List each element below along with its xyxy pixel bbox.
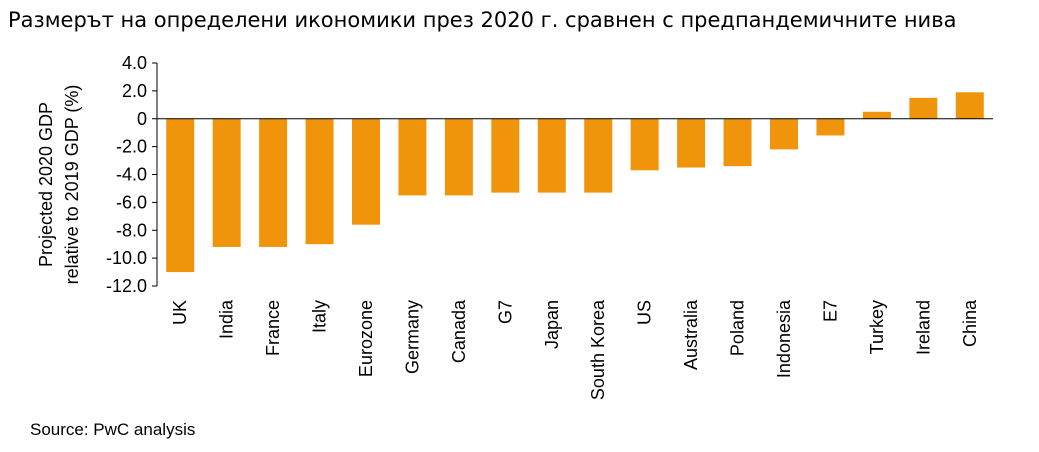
category-label: South Korea	[588, 299, 608, 400]
bar	[305, 118, 334, 245]
y-tick-label: -2.0	[116, 137, 147, 157]
source-note: Source: PwC analysis	[30, 420, 196, 439]
category-label: Canada	[449, 299, 469, 363]
chart-title: Размерът на определени икономики през 20…	[8, 8, 957, 32]
category-label: US	[635, 300, 655, 325]
bars	[166, 92, 984, 273]
bar	[212, 118, 241, 247]
category-label: China	[960, 299, 980, 347]
bar	[909, 97, 938, 119]
category-labels: UK India France Italy Eurozone Germany Canada G…	[170, 299, 980, 400]
y-tick-label: -12.0	[106, 276, 147, 296]
y-tick-label: -8.0	[116, 220, 147, 240]
bar	[398, 118, 427, 196]
bar	[352, 118, 380, 225]
bar	[862, 111, 891, 119]
y-tick-label: 2.0	[122, 81, 147, 101]
y-tick-label: 4.0	[122, 53, 147, 73]
bar	[955, 92, 984, 119]
category-label: Poland	[728, 300, 748, 356]
y-axis-title-line: relative to 2019 GDP (%)	[62, 85, 82, 285]
bar	[166, 118, 195, 273]
y-axis-title-line: Projected 2020 GDP	[36, 102, 56, 267]
bar	[630, 118, 659, 171]
y-tick-label: -10.0	[106, 248, 147, 268]
category-label: G7	[495, 300, 515, 324]
category-label: France	[263, 300, 283, 356]
y-tick-label: 0	[137, 109, 147, 129]
category-label: India	[217, 299, 237, 339]
bar	[723, 118, 752, 167]
bar	[491, 118, 520, 193]
y-axis-title: Projected 2020 GDP relative to 2019 GDP (…	[36, 85, 82, 285]
category-label: Ireland	[913, 300, 933, 355]
y-axis-ticks: 4.0 2.0 0 -2.0 -4.0 -6.0 -8.0 -10.0 -12.0	[106, 53, 157, 296]
category-label: Australia	[681, 299, 701, 370]
category-label: Germany	[402, 300, 422, 374]
category-label: UK	[170, 300, 190, 325]
category-label: Eurozone	[356, 300, 376, 377]
bar	[537, 118, 566, 193]
bar	[444, 118, 473, 196]
bar	[584, 118, 613, 193]
y-tick-label: -4.0	[116, 165, 147, 185]
bar	[677, 118, 706, 168]
category-label: Italy	[310, 300, 330, 333]
bar	[259, 118, 288, 247]
category-label: E7	[820, 300, 840, 322]
bar	[770, 118, 798, 150]
category-label: Turkey	[867, 300, 887, 354]
category-label: Indonesia	[774, 299, 794, 378]
bar	[816, 118, 845, 136]
y-tick-label: -6.0	[116, 192, 147, 212]
category-label: Japan	[542, 300, 562, 349]
